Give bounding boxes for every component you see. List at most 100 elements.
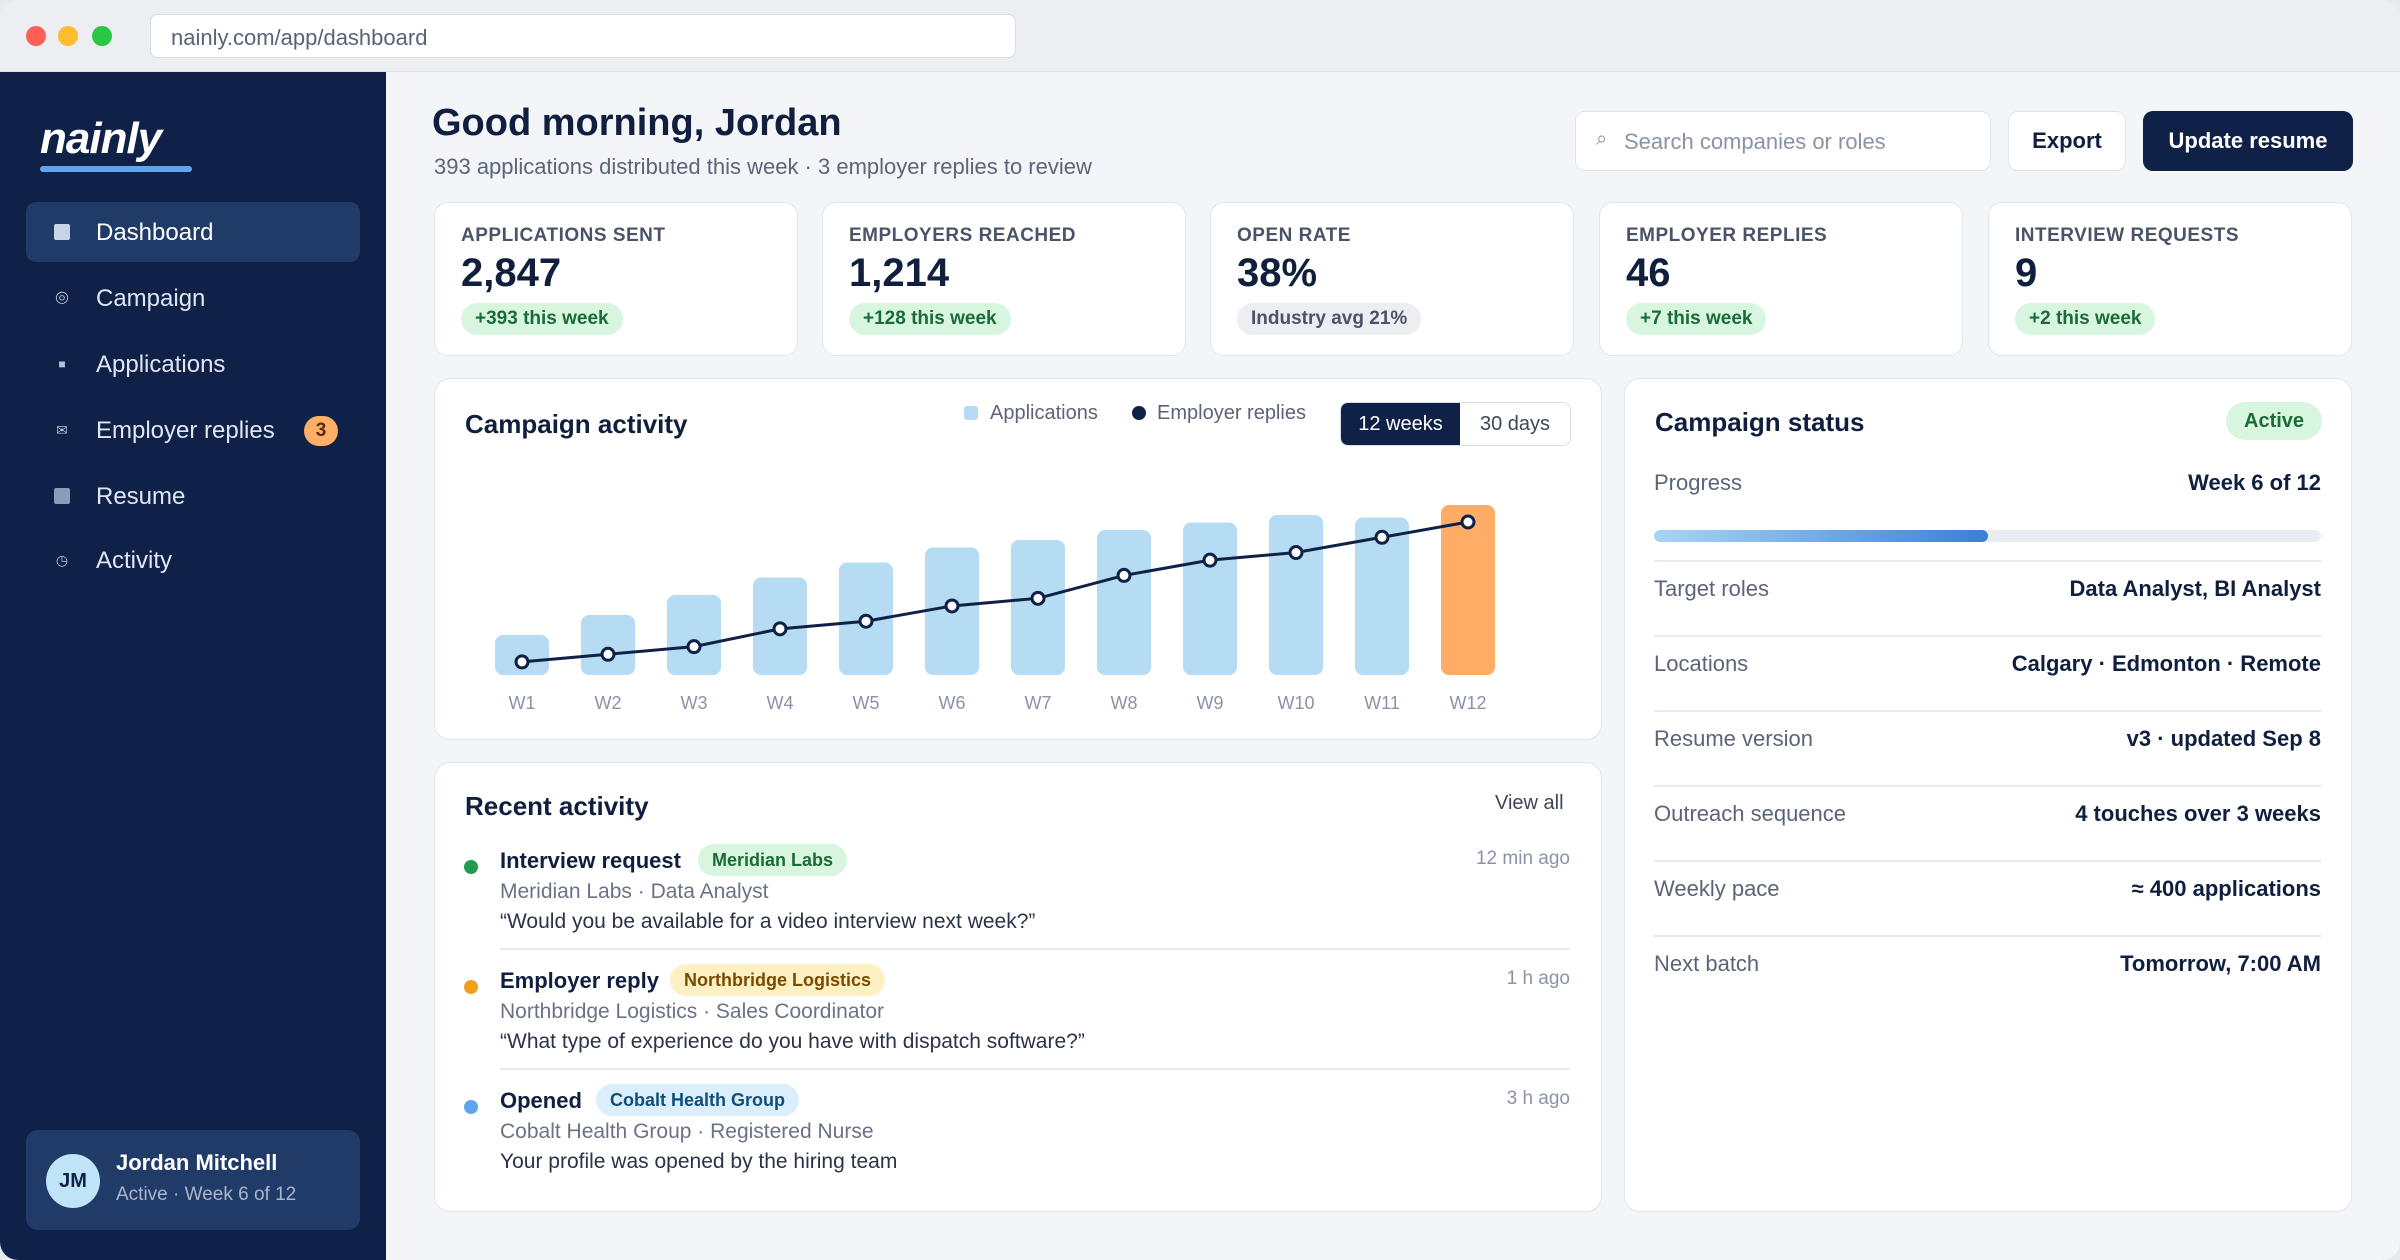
- chart-bar-w3[interactable]: [667, 595, 721, 675]
- legend-swatch-replies: [1132, 406, 1146, 420]
- chart-point-w10[interactable]: [1288, 545, 1304, 561]
- file-icon: [54, 488, 70, 504]
- chart-point-w6[interactable]: [944, 598, 960, 614]
- square-icon: [54, 224, 70, 240]
- view-all-link[interactable]: View all: [1495, 792, 1564, 814]
- clock-icon: ◷: [55, 552, 69, 568]
- chart-point-w12[interactable]: [1460, 514, 1476, 530]
- user-profile-card[interactable]: JM Jordan Mitchell Active · Week 6 of 12: [26, 1130, 360, 1230]
- legend-label-applications: Applications: [990, 402, 1098, 424]
- status-label: Resume version: [1654, 726, 1813, 751]
- kpi-label: Applications sent: [461, 225, 666, 246]
- status-label: Outreach sequence: [1654, 801, 1847, 826]
- chart-point-w1[interactable]: [514, 654, 530, 670]
- kpi-delta-badge: +393 this week: [461, 303, 623, 335]
- chart-point-w4[interactable]: [772, 621, 788, 637]
- activity-time: 3 h ago: [1506, 1088, 1570, 1109]
- activity-title: Opened: [500, 1088, 582, 1113]
- status-value: Calgary · Edmonton · Remote: [2011, 651, 2321, 676]
- kpi-delta-badge: +128 this week: [849, 303, 1011, 335]
- close-window-button[interactable]: [26, 26, 46, 46]
- sidebar-item-label: Activity: [96, 547, 173, 574]
- search-input[interactable]: ⌕ Search companies or roles: [1575, 111, 1991, 171]
- chart-point-w3[interactable]: [686, 639, 702, 655]
- x-tick-label: W1: [509, 693, 536, 713]
- kpi-card-applications-sent: Applications sent 2,847 +393 this week: [434, 202, 798, 356]
- range-30-days-button[interactable]: 30 days: [1479, 413, 1551, 435]
- x-tick-label: W10: [1277, 693, 1314, 713]
- update-resume-button[interactable]: Update resume: [2143, 111, 2353, 171]
- kpi-value: 2,847: [461, 251, 562, 295]
- chart-bar-w10[interactable]: [1269, 515, 1323, 675]
- status-row-outreach-sequence: Outreach sequence 4 touches over 3 weeks: [1654, 787, 2321, 861]
- target-icon: ◎: [55, 289, 69, 306]
- recent-activity-panel: Recent activity: [434, 762, 1602, 1212]
- kpi-card-open-rate: Open rate 38% Industry avg 21%: [1210, 202, 1574, 356]
- search-icon: ⌕: [1596, 128, 1608, 150]
- chart-bar-w7[interactable]: [1011, 540, 1065, 675]
- status-value: Tomorrow, 7:00 AM: [2120, 951, 2321, 976]
- progress-bar: [1654, 530, 2321, 542]
- user-name: Jordan Mitchell: [116, 1150, 278, 1175]
- chart-point-w7[interactable]: [1030, 590, 1046, 606]
- sidebar-item-resume[interactable]: Resume: [26, 466, 360, 526]
- x-tick-label: W4: [767, 693, 794, 713]
- sidebar-item-campaign[interactable]: ◎ Campaign: [26, 268, 360, 328]
- kpi-card-employer-replies: Employer replies 46 +7 this week: [1599, 202, 1963, 356]
- activity-time: 12 min ago: [1475, 848, 1570, 869]
- sidebar: nainly Dashboard ◎ Campaign ■ Applicatio…: [0, 72, 386, 1260]
- sidebar-item-label: Employer replies: [96, 417, 275, 444]
- divider: [500, 1068, 1570, 1070]
- kpi-label: Employers reached: [849, 225, 1077, 246]
- panel-title: Campaign status: [1655, 407, 1865, 437]
- kpi-card-interview-requests: Interview requests 9 +2 this week: [1988, 202, 2352, 356]
- logo-underline: [40, 166, 192, 172]
- chart-point-w5[interactable]: [858, 613, 874, 629]
- panel-title: Recent activity: [465, 791, 649, 821]
- page-title: Good morning, Jordan: [432, 102, 842, 144]
- chart-bar-w9[interactable]: [1183, 522, 1237, 676]
- chart-bar-w12[interactable]: [1441, 505, 1495, 675]
- chart-point-w9[interactable]: [1202, 552, 1218, 568]
- sidebar-item-dashboard[interactable]: Dashboard: [26, 202, 360, 262]
- status-row-weekly-pace: Weekly pace ≈ 400 applications: [1654, 862, 2321, 936]
- chart-bar-w11[interactable]: [1355, 517, 1409, 676]
- kpi-value: 1,214: [849, 251, 950, 295]
- export-button[interactable]: Export: [2008, 111, 2126, 171]
- chart-bar-w2[interactable]: [581, 615, 635, 675]
- x-tick-label: W5: [853, 693, 880, 713]
- maximize-window-button[interactable]: [92, 26, 112, 46]
- status-value: Week 6 of 12: [2188, 470, 2321, 495]
- chart-point-w2[interactable]: [600, 646, 616, 662]
- sidebar-item-applications[interactable]: ■ Applications: [26, 334, 360, 394]
- activity-message: “Would you be available for a video inte…: [500, 910, 1036, 933]
- activity-time: 1 h ago: [1506, 968, 1570, 989]
- chart-point-w8[interactable]: [1116, 567, 1132, 583]
- chart-point-w11[interactable]: [1374, 529, 1390, 545]
- divider: [1654, 860, 2321, 862]
- x-tick-label: W11: [1364, 693, 1400, 713]
- sidebar-item-activity[interactable]: ◷ Activity: [26, 530, 360, 590]
- nainly-logo[interactable]: nainly: [40, 114, 162, 163]
- sidebar-item-employer-replies[interactable]: ✉ Employer replies 3: [26, 400, 360, 460]
- chart-bar-w8[interactable]: [1097, 530, 1151, 675]
- minimize-window-button[interactable]: [58, 26, 78, 46]
- series-line-employer-replies: [521, 520, 1469, 664]
- activity-subtitle: Northbridge Logistics · Sales Coordinato…: [500, 1000, 885, 1023]
- x-tick-label: W2: [595, 693, 622, 713]
- status-value: 4 touches over 3 weeks: [2075, 801, 2321, 826]
- url-bar[interactable]: nainly.com/app/dashboard: [150, 14, 1016, 58]
- status-dot: [464, 860, 478, 874]
- kpi-label: Interview requests: [2015, 225, 2240, 246]
- x-tick-label: W9: [1197, 693, 1224, 713]
- status-row-target-roles: Target roles Data Analyst, BI Analyst: [1654, 562, 2321, 636]
- progress-fill: [1654, 530, 1988, 542]
- kpi-value: 46: [1626, 251, 1671, 295]
- activity-message: “What type of experience do you have wit…: [500, 1030, 1085, 1053]
- status-dot: [464, 1100, 478, 1114]
- status-label: Target roles: [1654, 576, 1769, 601]
- x-tick-label: W3: [681, 693, 708, 713]
- range-12-weeks-button[interactable]: 12 weeks: [1341, 403, 1460, 445]
- status-label: Progress: [1654, 470, 1743, 495]
